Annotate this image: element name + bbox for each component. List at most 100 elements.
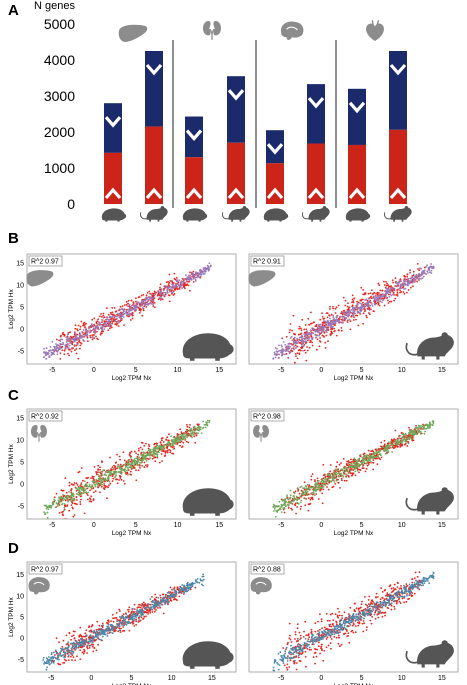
data-point-red (79, 646, 82, 649)
data-point (422, 270, 424, 272)
data-point (153, 450, 156, 453)
data-point (355, 307, 357, 309)
data-point-red (140, 441, 143, 444)
data-point (339, 315, 342, 318)
data-point (96, 326, 99, 328)
data-point-red (70, 504, 73, 506)
data-point (136, 457, 139, 460)
data-point-red (110, 313, 113, 315)
data-point-red (394, 444, 396, 447)
data-point (297, 503, 300, 505)
data-point-red (297, 490, 300, 492)
data-point-red (84, 326, 86, 329)
data-point-red (173, 282, 175, 284)
data-point (289, 489, 292, 492)
data-point-red (297, 333, 300, 336)
data-point-red (300, 346, 302, 349)
data-point-red (315, 348, 318, 351)
data-point-red (80, 320, 83, 323)
data-point (371, 303, 373, 305)
data-point (160, 288, 163, 290)
data-point-red (79, 503, 82, 506)
data-point-red (100, 485, 103, 488)
data-point-red (354, 314, 357, 317)
data-point-red (80, 342, 83, 345)
data-point-red (110, 469, 113, 472)
data-point (404, 438, 407, 441)
data-point (62, 499, 64, 502)
data-point (197, 272, 200, 275)
data-point (340, 472, 342, 475)
data-point (356, 308, 359, 311)
data-point (366, 302, 368, 305)
data-point (158, 446, 161, 448)
data-point (332, 479, 334, 482)
data-point (174, 437, 177, 440)
data-point (304, 485, 307, 487)
data-point (356, 465, 359, 468)
liver-icon (118, 24, 148, 42)
data-point (398, 441, 401, 444)
data-point-red (359, 455, 362, 458)
data-point-red (145, 306, 148, 308)
data-point (135, 463, 138, 465)
data-point (145, 460, 148, 462)
data-point (74, 331, 76, 334)
data-point (287, 501, 290, 504)
data-point-red (188, 426, 191, 429)
data-point (329, 480, 332, 483)
data-point (142, 456, 144, 459)
data-point (65, 346, 67, 349)
data-point (361, 306, 363, 309)
data-point (363, 303, 366, 305)
data-point-red (112, 313, 114, 316)
data-point (427, 268, 430, 270)
data-point (178, 279, 181, 282)
data-point-red (342, 458, 345, 460)
data-point-red (103, 483, 105, 485)
data-point (386, 288, 389, 290)
data-point (141, 304, 143, 307)
data-point (369, 304, 372, 307)
data-point (395, 440, 397, 443)
data-point-red (78, 639, 80, 641)
data-point-red (380, 445, 382, 448)
data-point-red (179, 444, 181, 447)
data-point (302, 340, 305, 342)
data-point (346, 469, 349, 472)
data-point (85, 488, 88, 490)
data-point (171, 283, 174, 286)
data-point (396, 438, 398, 441)
data-point-red (85, 629, 88, 632)
data-point (66, 497, 68, 500)
data-point-red (377, 303, 380, 306)
y-tick-label: -5 (18, 348, 24, 355)
data-point-red (151, 294, 154, 297)
data-point (333, 473, 335, 476)
r2-annotation: R^2 0.98 (253, 414, 281, 421)
data-point (134, 460, 137, 462)
data-point (427, 272, 429, 274)
data-point (344, 470, 347, 472)
data-point (50, 351, 53, 354)
data-point-red (394, 429, 397, 432)
data-point-red (102, 314, 105, 317)
data-point-red (323, 473, 326, 476)
data-point-red (311, 498, 314, 501)
data-point (356, 469, 359, 472)
data-point-red (364, 292, 367, 294)
data-point (171, 286, 174, 288)
data-point (135, 303, 138, 306)
data-point (193, 425, 196, 428)
data-point-red (102, 312, 105, 315)
data-point-red (294, 490, 297, 493)
data-point (283, 502, 286, 504)
data-point-red (343, 479, 346, 482)
data-point (413, 429, 416, 432)
data-point-red (55, 492, 58, 495)
x-tick-label: -5 (49, 367, 55, 374)
data-point (78, 489, 81, 491)
data-point (134, 305, 137, 307)
data-point (115, 470, 118, 473)
x-tick-label: -5 (49, 522, 55, 529)
